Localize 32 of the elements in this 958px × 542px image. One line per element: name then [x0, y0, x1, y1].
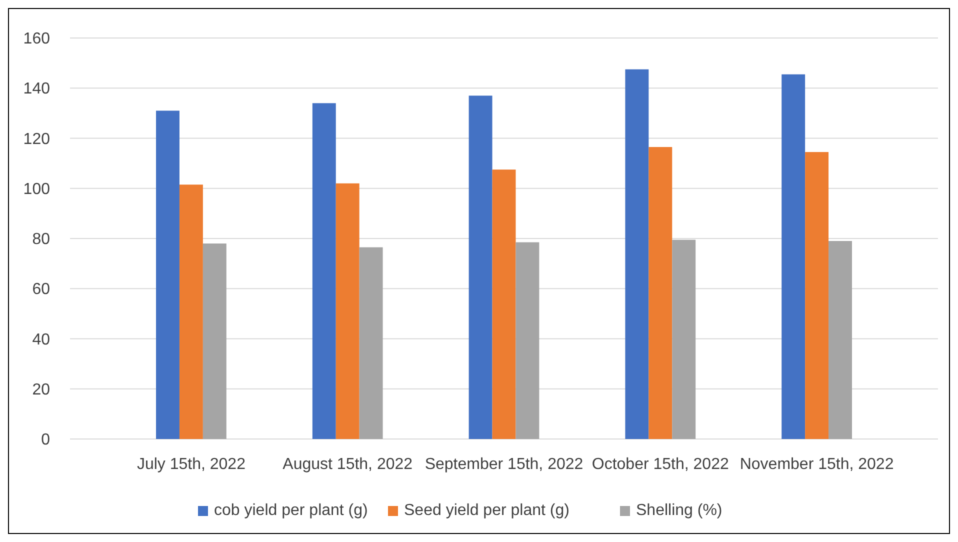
x-tick-label: September 15th, 2022 [424, 456, 584, 473]
y-tick-label: 20 [32, 381, 50, 398]
x-tick-label: October 15th, 2022 [592, 456, 729, 473]
bar [516, 242, 540, 439]
legend-label: Shelling (%) [636, 502, 722, 519]
bar [492, 170, 516, 439]
legend-label: cob yield per plant (g) [214, 502, 368, 519]
y-tick-label: 120 [23, 130, 50, 148]
y-tick-label: 160 [23, 30, 50, 48]
bar [179, 184, 203, 439]
y-tick-label: 40 [32, 331, 50, 348]
bar [336, 183, 360, 439]
bar [202, 244, 226, 439]
y-tick-label: 100 [23, 180, 50, 198]
bar [625, 69, 649, 439]
y-tick-label: 80 [32, 231, 50, 248]
x-tick-label: November 15th, 2022 [740, 456, 894, 473]
bar [468, 96, 492, 439]
bar [828, 241, 852, 439]
legend-label: Seed yield per plant (g) [404, 502, 570, 519]
bar [359, 247, 383, 439]
y-tick-label: 140 [23, 80, 50, 98]
bar [312, 103, 336, 439]
bar [648, 147, 672, 439]
bar [805, 152, 829, 439]
y-tick-label: 60 [32, 281, 50, 298]
x-tick-label: August 15th, 2022 [282, 456, 413, 473]
y-tick-label: 0 [41, 432, 50, 449]
bar [156, 110, 180, 439]
x-tick-label: July 15th, 2022 [136, 456, 246, 473]
bar [782, 74, 806, 439]
bar [672, 240, 696, 439]
